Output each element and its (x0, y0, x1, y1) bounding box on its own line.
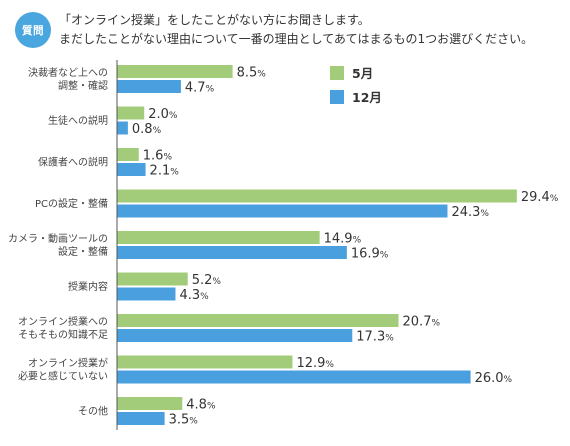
category-label-8: その他 (78, 405, 108, 418)
question-badge: 質問 (15, 12, 51, 48)
legend-label-dec: 12月 (352, 90, 382, 105)
legend-swatch-dec (330, 90, 344, 104)
data-label-dec-1: 0.8% (132, 122, 162, 137)
bar-may-2 (117, 148, 139, 161)
bar-may-3 (117, 189, 517, 203)
bar-may-7 (117, 355, 293, 369)
category-label-7-line1: オンライン授業が (28, 357, 108, 370)
bar-dec-1 (117, 121, 128, 135)
data-label-dec-3: 24.3% (451, 205, 489, 220)
data-label-may-3: 29.4% (521, 190, 559, 205)
bar-dec-4 (117, 246, 347, 259)
category-label-7-line2: 必要と感じていない (18, 370, 108, 383)
bar-dec-5 (117, 287, 176, 301)
category-label-1: 生徒への説明 (48, 114, 108, 127)
question-title: 「オンライン授業」をしたことがない方にお聞きします。 (59, 13, 370, 27)
category-label-0-line2: 調整・確認 (58, 79, 108, 92)
data-label-dec-2: 2.1% (150, 164, 180, 179)
bar-may-0 (117, 65, 233, 78)
bar-may-6 (117, 314, 399, 327)
bar-dec-3 (117, 204, 448, 218)
data-label-dec-6: 17.3% (356, 330, 394, 345)
data-label-may-4: 14.9% (324, 232, 362, 247)
data-label-dec-5: 4.3% (179, 288, 209, 303)
data-label-dec-7: 26.0% (475, 371, 513, 386)
category-label-5: 授業内容 (68, 280, 108, 293)
bar-dec-2 (117, 163, 146, 176)
category-label-4-line2: 設定・整備 (58, 245, 108, 258)
category-label-2: 保護者への説明 (38, 156, 108, 169)
category-label-6-line2: そもそもの知識不足 (18, 328, 108, 341)
data-label-may-0: 8.5% (237, 66, 267, 81)
bar-dec-0 (117, 80, 181, 93)
bar-may-4 (117, 231, 320, 244)
data-label-may-6: 20.7% (403, 315, 441, 330)
data-label-may-8: 4.8% (186, 398, 216, 413)
legend-label-may: 5月 (352, 66, 373, 81)
data-label-may-5: 5.2% (192, 273, 222, 288)
data-label-dec-4: 16.9% (351, 247, 389, 262)
bar-dec-7 (117, 370, 471, 384)
question-subtitle: まだしたことがない理由について一番の理由としてあてはまるもの1つお選びください。 (59, 32, 534, 46)
bar-dec-8 (117, 412, 165, 425)
data-label-dec-0: 4.7% (185, 81, 215, 96)
legend-swatch-may (330, 66, 344, 80)
bar-may-5 (117, 272, 188, 286)
bar-may-1 (117, 106, 145, 120)
bar-may-8 (117, 397, 183, 410)
data-label-dec-8: 3.5% (169, 413, 199, 428)
data-label-may-7: 12.9% (296, 356, 334, 371)
bar-dec-6 (117, 329, 353, 342)
category-label-0-line1: 決裁者など上への (28, 66, 108, 79)
category-label-6-line1: オンライン授業への (18, 315, 108, 328)
data-label-may-2: 1.6% (143, 149, 173, 164)
data-label-may-1: 2.0% (148, 107, 178, 122)
category-label-3: PCの設定・整備 (35, 197, 108, 210)
category-label-4-line1: カメラ・動画ツールの (8, 232, 108, 245)
